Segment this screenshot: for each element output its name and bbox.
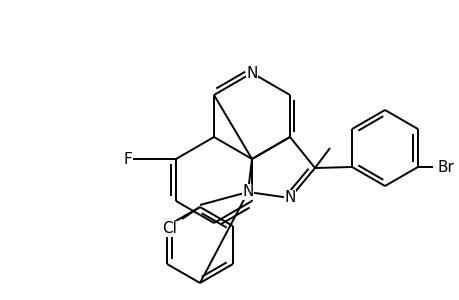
Text: Br: Br	[437, 160, 453, 175]
Text: N: N	[242, 184, 253, 200]
Text: Cl: Cl	[162, 221, 177, 236]
Text: F: F	[123, 152, 132, 166]
Text: N: N	[284, 190, 295, 206]
Text: N: N	[246, 65, 257, 80]
